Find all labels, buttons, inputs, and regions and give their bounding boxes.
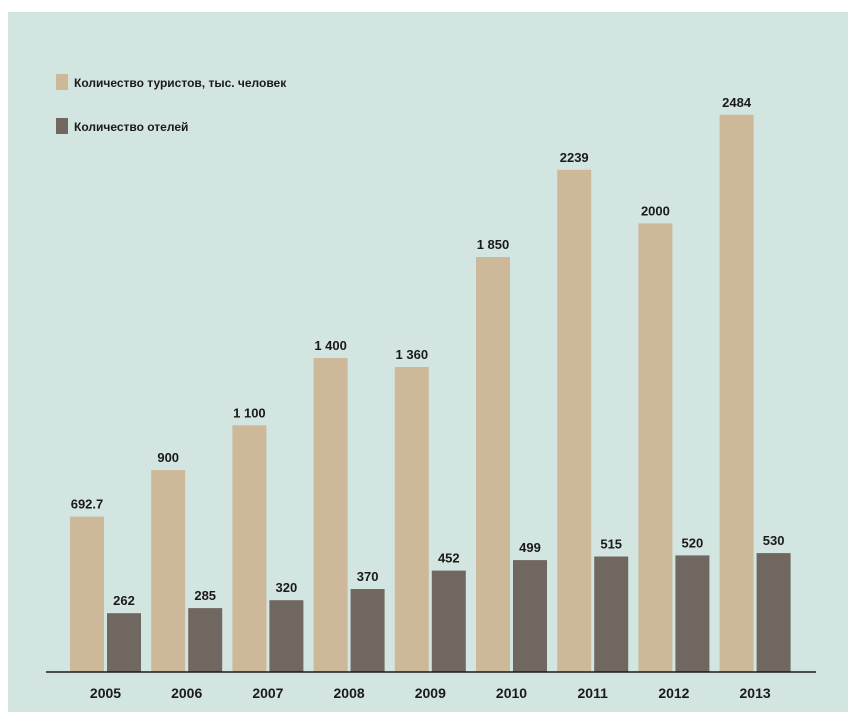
bar-hotels-2008 bbox=[350, 589, 385, 672]
x-tick-label-2005: 2005 bbox=[90, 685, 121, 701]
value-label-hotels-2010: 499 bbox=[519, 540, 541, 555]
bar-hotels-2006 bbox=[188, 608, 223, 672]
value-label-tourists-2012: 2000 bbox=[641, 203, 670, 218]
bar-tourists-2011 bbox=[557, 169, 592, 673]
legend-label-tourists: Количество туристов, тыс. человек bbox=[74, 76, 287, 90]
value-label-hotels-2009: 452 bbox=[438, 551, 460, 566]
bar-chart: Количество туристов, тыс. человек Количе… bbox=[46, 74, 816, 701]
x-tick-label-2006: 2006 bbox=[171, 685, 202, 701]
value-label-hotels-2007: 320 bbox=[276, 580, 298, 595]
value-label-hotels-2011: 515 bbox=[600, 537, 622, 552]
bar-hotels-2005 bbox=[107, 613, 141, 672]
legend-swatch-tourists bbox=[56, 74, 68, 90]
value-label-hotels-2012: 520 bbox=[682, 535, 704, 550]
x-tick-labels-group: 2005 2006 2007 2008 2009 2010 2011 2012 2013 bbox=[90, 685, 771, 701]
bar-tourists-2013 bbox=[719, 114, 754, 673]
bar-hotels-2012 bbox=[675, 555, 710, 672]
x-tick-label-2010: 2010 bbox=[496, 685, 527, 701]
legend: Количество туристов, тыс. человек Количе… bbox=[56, 74, 287, 134]
x-tick-label-2007: 2007 bbox=[252, 685, 283, 701]
legend-swatch-hotels bbox=[56, 118, 68, 134]
bar-hotels-2007 bbox=[269, 600, 304, 672]
value-label-tourists-2005: 692.7 bbox=[71, 497, 104, 512]
value-label-tourists-2010: 1 850 bbox=[477, 237, 510, 252]
bar-tourists-2009 bbox=[394, 367, 429, 672]
x-tick-label-2009: 2009 bbox=[415, 685, 446, 701]
value-label-hotels-2013: 530 bbox=[763, 533, 785, 548]
bar-tourists-2006 bbox=[151, 470, 186, 672]
value-label-tourists-2013: 2484 bbox=[722, 95, 752, 110]
bars-group bbox=[70, 114, 791, 673]
value-labels-group: 692.7 262 900 285 1 100 320 1 400 370 1 360 452 1 … bbox=[71, 95, 785, 608]
bar-hotels-2010 bbox=[513, 560, 547, 672]
value-label-tourists-2006: 900 bbox=[157, 450, 179, 465]
bar-hotels-2011 bbox=[594, 556, 629, 672]
value-label-tourists-2008: 1 400 bbox=[314, 338, 347, 353]
bar-tourists-2012 bbox=[638, 223, 673, 672]
chart-frame: Количество туристов, тыс. человек Количе… bbox=[8, 12, 848, 712]
value-label-hotels-2006: 285 bbox=[194, 588, 216, 603]
bar-tourists-2005 bbox=[70, 516, 104, 672]
x-tick-label-2008: 2008 bbox=[334, 685, 365, 701]
value-label-tourists-2011: 2239 bbox=[560, 150, 589, 165]
bar-tourists-2010 bbox=[476, 257, 510, 672]
bar-tourists-2008 bbox=[313, 358, 348, 672]
bar-hotels-2009 bbox=[431, 570, 466, 672]
legend-label-hotels: Количество отелей bbox=[74, 120, 188, 134]
value-label-tourists-2007: 1 100 bbox=[233, 405, 266, 420]
bar-tourists-2007 bbox=[232, 425, 267, 672]
bar-hotels-2013 bbox=[756, 553, 791, 672]
x-tick-label-2013: 2013 bbox=[740, 685, 771, 701]
value-label-hotels-2005: 262 bbox=[113, 593, 135, 608]
value-label-tourists-2009: 1 360 bbox=[396, 347, 429, 362]
value-label-hotels-2008: 370 bbox=[357, 569, 379, 584]
x-tick-label-2011: 2011 bbox=[578, 685, 609, 701]
x-tick-label-2012: 2012 bbox=[658, 685, 689, 701]
